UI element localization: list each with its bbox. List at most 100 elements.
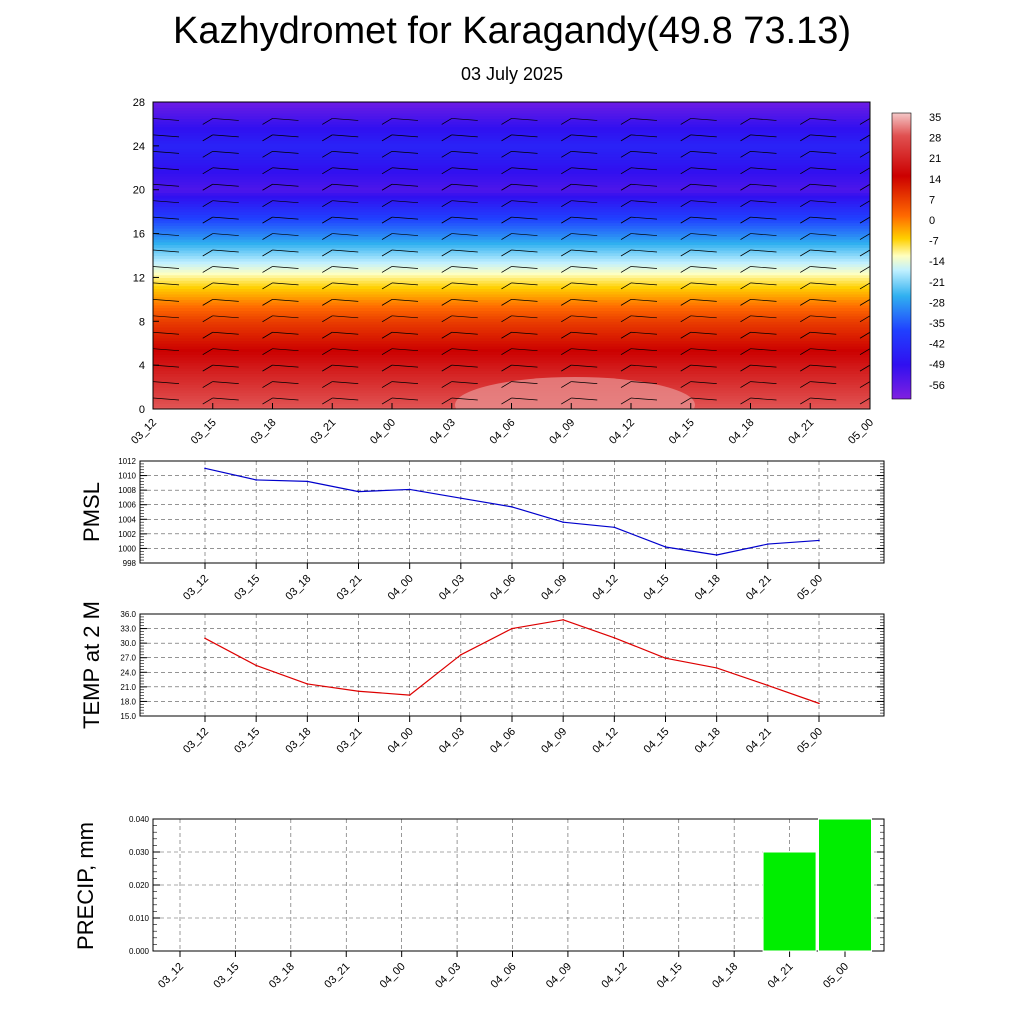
contour-band bbox=[153, 354, 870, 358]
colorbar-ramp bbox=[891, 112, 912, 400]
wind-barb bbox=[680, 397, 717, 405]
xtick-label: 04_21 bbox=[766, 961, 796, 991]
wind-barb bbox=[561, 233, 598, 240]
ytick-label: 36.0 bbox=[120, 610, 136, 619]
wind-barb bbox=[262, 118, 299, 125]
wind-barb bbox=[561, 299, 598, 306]
contour-band bbox=[153, 321, 870, 325]
wind-barb bbox=[740, 216, 777, 224]
wind-barb bbox=[322, 216, 359, 224]
wind-barb bbox=[680, 364, 717, 372]
contour-xtick-label: 04_18 bbox=[727, 417, 757, 447]
xtick-label: 04_18 bbox=[693, 573, 723, 603]
wind-barb bbox=[441, 331, 478, 339]
wind-barb bbox=[153, 315, 180, 319]
contour-xtick-label: 04_03 bbox=[428, 417, 458, 447]
contour-xtick-label: 03_12 bbox=[129, 417, 159, 447]
wind-barb bbox=[800, 315, 837, 323]
y-axis-label: PRECIP, mm bbox=[73, 822, 98, 950]
wind-barb bbox=[501, 299, 538, 306]
wind-barb bbox=[680, 167, 717, 175]
wind-barb bbox=[800, 233, 837, 240]
contour-band bbox=[153, 258, 870, 262]
wind-barb bbox=[620, 118, 658, 125]
xtick-label: 04_18 bbox=[710, 961, 740, 991]
wind-barb bbox=[441, 216, 478, 224]
contour-band bbox=[153, 378, 870, 383]
contour-ytick-label: 16 bbox=[133, 229, 145, 241]
wind-barb bbox=[153, 249, 180, 253]
xtick-label: 04_15 bbox=[655, 961, 685, 991]
contour-band bbox=[153, 244, 870, 248]
contour-xtick-label: 04_09 bbox=[547, 417, 577, 447]
contour-band bbox=[153, 176, 870, 180]
wind-barb bbox=[800, 364, 837, 372]
contour-band bbox=[153, 148, 870, 152]
contour-band bbox=[153, 134, 870, 139]
wind-barb bbox=[202, 266, 239, 273]
contour-band bbox=[153, 173, 870, 177]
wind-barb bbox=[620, 381, 658, 388]
wind-barb bbox=[859, 348, 870, 356]
wind-barb bbox=[680, 134, 717, 142]
xtick-label: 03_12 bbox=[156, 961, 186, 991]
colorbar-label: 21 bbox=[929, 153, 941, 165]
wind-barb bbox=[262, 266, 299, 273]
contour-band bbox=[153, 263, 870, 268]
wind-barb bbox=[202, 315, 239, 323]
wind-barb bbox=[441, 200, 478, 208]
wind-barb bbox=[620, 364, 658, 372]
wind-barb bbox=[441, 183, 478, 191]
contour-band bbox=[153, 291, 870, 295]
contour-xtick-label: 03_15 bbox=[189, 417, 219, 447]
wind-barb bbox=[859, 118, 870, 125]
wind-barb bbox=[859, 266, 870, 273]
wind-barb bbox=[680, 282, 717, 290]
wind-barb bbox=[800, 299, 837, 306]
wind-barbs bbox=[153, 118, 870, 405]
wind-barb bbox=[501, 150, 538, 158]
contour-band bbox=[153, 307, 870, 311]
ytick-label: 21.0 bbox=[120, 683, 136, 692]
colorbar-label: -7 bbox=[929, 236, 939, 248]
temp-line-segment bbox=[767, 684, 820, 704]
wind-barb bbox=[381, 364, 419, 372]
contour-ytick-label: 20 bbox=[133, 185, 145, 197]
wind-barb bbox=[620, 167, 658, 175]
wind-barb bbox=[501, 381, 538, 388]
wind-barb bbox=[740, 249, 777, 257]
wind-barb bbox=[441, 249, 478, 257]
wind-barb bbox=[561, 118, 598, 125]
xtick-label: 04_00 bbox=[378, 961, 408, 991]
ytick-label: 27.0 bbox=[120, 654, 136, 663]
wind-barb bbox=[441, 348, 478, 356]
ytick-label: 998 bbox=[123, 559, 137, 568]
wind-barb bbox=[680, 150, 717, 158]
contour-ytick-label: 24 bbox=[133, 141, 145, 153]
wind-barb bbox=[262, 348, 299, 356]
ytick-label: 1000 bbox=[118, 544, 136, 553]
wind-barb bbox=[620, 315, 658, 323]
wind-barb bbox=[381, 266, 419, 273]
contour-band bbox=[153, 329, 870, 333]
wind-barb bbox=[561, 266, 598, 273]
contour-xtick-label: 04_00 bbox=[368, 417, 398, 447]
wind-barb bbox=[441, 364, 478, 372]
wind-barb bbox=[381, 282, 419, 290]
contour-band bbox=[153, 334, 870, 339]
contour-band bbox=[153, 178, 870, 183]
wind-barb bbox=[680, 266, 717, 273]
wind-barb bbox=[322, 134, 359, 142]
wind-barb bbox=[859, 134, 870, 142]
contour-band bbox=[153, 277, 870, 281]
xtick-label: 04_03 bbox=[437, 573, 467, 603]
wind-barb bbox=[859, 233, 870, 240]
contour-xtick-label: 04_21 bbox=[786, 417, 816, 447]
xtick-label: 05_00 bbox=[795, 573, 825, 603]
wind-barb bbox=[441, 397, 478, 405]
contour-band bbox=[153, 140, 870, 144]
wind-barb bbox=[322, 266, 359, 273]
wind-barb bbox=[501, 348, 538, 356]
wind-barb bbox=[501, 266, 538, 273]
contour-band bbox=[153, 129, 870, 133]
